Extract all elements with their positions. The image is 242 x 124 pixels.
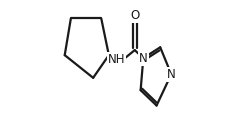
Text: O: O [130,9,139,22]
Text: N: N [139,52,148,65]
Text: NH: NH [108,53,125,66]
Text: N: N [167,68,176,81]
